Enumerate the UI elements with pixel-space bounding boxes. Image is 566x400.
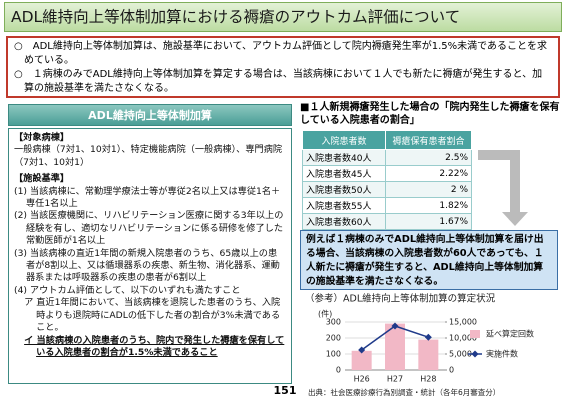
table-header: 入院患者数 褥瘡保有患者割合 bbox=[301, 130, 472, 150]
summary-item: ○ １病棟のみでADL維持向上等体制加算を算定する場合は、当該病棟において１人で… bbox=[14, 69, 543, 94]
arrow bbox=[478, 150, 528, 226]
ratio-table: 入院患者数 褥瘡保有患者割合 入院患者数40人 2.5% 入院患者数45人 2.22% 入… bbox=[301, 130, 472, 230]
legend-label: 実施件数 bbox=[486, 349, 518, 359]
criterion: (2) 当該医療機関に、リハビリテーション医療に関する3年以上の経験を有し、適切… bbox=[14, 210, 284, 247]
bar bbox=[418, 339, 439, 370]
y2-tick-label: 0 bbox=[449, 366, 454, 375]
table-row: 入院患者数60人 1.67% bbox=[301, 213, 472, 230]
example-note: 例えば１病棟のみでADL維持向上等体制加算を届け出る場合、当該病棟の入院患者数が… bbox=[300, 230, 558, 290]
table-row: 入院患者数40人 2.5% bbox=[301, 149, 472, 166]
y-tick-label: 200 bbox=[326, 334, 341, 343]
y-unit: (件) bbox=[318, 309, 332, 319]
y2-tick-label: 15,000 bbox=[449, 318, 477, 327]
table-cell: 入院患者数45人 bbox=[301, 165, 387, 182]
legend-swatch bbox=[471, 350, 479, 358]
line bbox=[361, 325, 429, 351]
table-cell: 入院患者数40人 bbox=[301, 149, 387, 166]
x-tick-label: H27 bbox=[387, 375, 403, 384]
sub-criterion: ア 直近1年間において、当該病棟を退院した患者のうち、入院時よりも退院時にADL… bbox=[24, 297, 281, 334]
table-row: 入院患者数45人 2.22% bbox=[301, 165, 472, 182]
table-title: ■１人新規褥瘡発生した場合の「院内発生した褥瘡を保有している入院患者の割合」 bbox=[300, 102, 560, 126]
y-tick-label: 300 bbox=[326, 318, 341, 327]
summary-item: ○ ADL維持向上等体制加算は、施設基準において、アウトカム評価として院内褥瘡発… bbox=[14, 41, 548, 66]
legend-label: 延べ算定回数 bbox=[486, 329, 534, 339]
sub-criterion: イ 当該病棟の入院患者のうち、院内で発生した褥瘡を保有している入院患者の割合が1… bbox=[24, 334, 285, 358]
source: 出典：社会医療診療行為別調査・統計（各年6月審査分） bbox=[308, 387, 500, 397]
y-tick-label: 100 bbox=[326, 350, 341, 359]
header-cell: 褥瘡保有患者割合 bbox=[385, 130, 472, 150]
section-title: 【対象病棟】 bbox=[14, 132, 70, 143]
x-tick-label: H26 bbox=[354, 375, 370, 384]
header-cell: 入院患者数 bbox=[301, 130, 387, 150]
page-number: 151 bbox=[273, 384, 297, 397]
panel-header: ADL維持向上等体制加算 bbox=[8, 104, 292, 126]
table-cell: 2 % bbox=[385, 181, 472, 198]
table-row: 入院患者数55人 1.82% bbox=[301, 197, 472, 214]
panel-body: 【対象病棟】 一般病棟（7対1、10対1）、特定機能病院（一般病棟）、専門病院（… bbox=[8, 128, 292, 384]
table-cell: 入院患者数55人 bbox=[301, 197, 387, 214]
section-text: 一般病棟（7対1、10対1）、特定機能病院（一般病棟）、専門病院（7対1、10対… bbox=[14, 144, 283, 168]
criterion: (4) アウトカム評価として、以下のいずれも満たすこと bbox=[14, 284, 241, 296]
bar bbox=[385, 323, 405, 370]
criterion: (1) 当該病棟に、常勤理学療法士等が専従2名以上又は専従1名＋専任1名以上 bbox=[14, 185, 281, 210]
bar bbox=[351, 350, 372, 370]
page-title: ADL維持向上等体制加算における褥瘡のアウトカム評価について bbox=[4, 2, 562, 32]
marker bbox=[358, 346, 366, 354]
summary-box: ○ ADL維持向上等体制加算は、施設基準において、アウトカム評価として院内褥瘡発… bbox=[6, 36, 560, 98]
x-tick-label: H28 bbox=[420, 375, 436, 384]
table-cell: 2.22% bbox=[385, 165, 472, 182]
y-tick-label: 0 bbox=[336, 366, 341, 375]
marker bbox=[391, 322, 399, 330]
table-row: 入院患者数50人 2 % bbox=[301, 181, 472, 198]
table-cell: 入院患者数50人 bbox=[301, 181, 387, 198]
y2-tick-label: 10,000 bbox=[449, 334, 477, 343]
legend-swatch bbox=[470, 330, 480, 338]
marker bbox=[424, 333, 432, 341]
criterion: (3) 当該病棟の直近1年間の新規入院患者のうち、65歳以上の患者が8割以上、又… bbox=[14, 247, 280, 284]
table-cell: 2.5% bbox=[385, 149, 472, 166]
section-title: 【施設基準】 bbox=[14, 173, 70, 185]
table-cell: 1.67% bbox=[385, 213, 472, 230]
chart-title: （参考）ADL維持向上等体制加算の算定状況 bbox=[305, 293, 496, 305]
y2-tick-label: 5,000 bbox=[449, 350, 472, 359]
table-cell: 1.82% bbox=[385, 197, 472, 214]
table-cell: 入院患者数60人 bbox=[301, 213, 387, 230]
